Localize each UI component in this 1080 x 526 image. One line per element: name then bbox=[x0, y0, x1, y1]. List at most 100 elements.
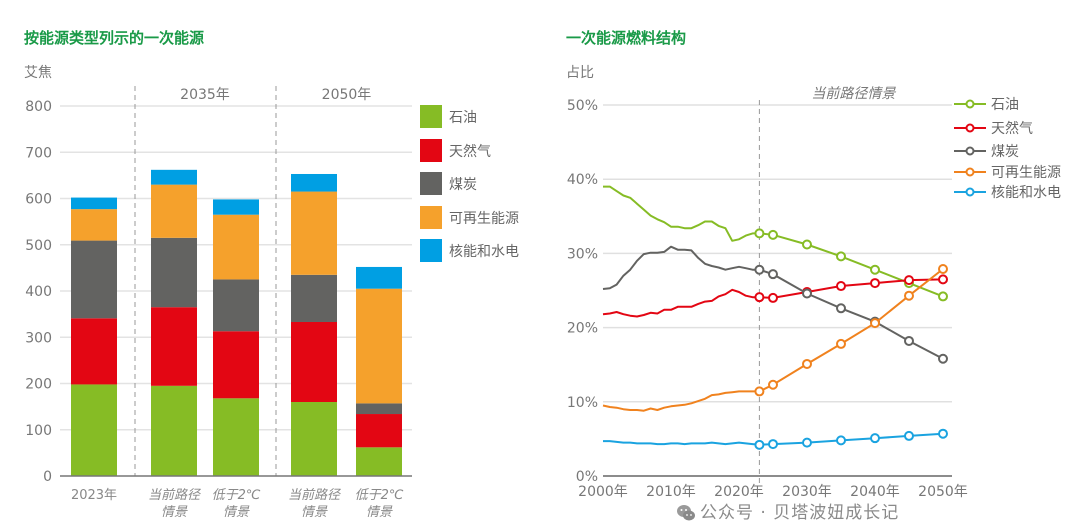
bar-segment bbox=[213, 199, 259, 215]
legend-label: 可再生能源 bbox=[991, 165, 1061, 181]
bar-segment bbox=[356, 403, 402, 415]
y-tick-label: 500 bbox=[25, 238, 52, 254]
data-point-marker bbox=[768, 269, 778, 280]
bar-segment bbox=[151, 237, 197, 308]
legend-label: 核能和水电 bbox=[991, 185, 1061, 201]
data-point-marker bbox=[870, 278, 880, 289]
bar-segment bbox=[71, 384, 117, 476]
x-tick-label: 2050年 bbox=[918, 484, 968, 500]
y-tick-label: 300 bbox=[25, 330, 52, 346]
group-label: 2035年 bbox=[180, 87, 230, 103]
bar-segment bbox=[356, 414, 402, 448]
data-point-marker bbox=[870, 264, 880, 275]
data-point-marker bbox=[836, 338, 846, 349]
bar-segment bbox=[291, 191, 337, 275]
data-point-marker bbox=[938, 353, 948, 364]
bar-segment bbox=[213, 331, 259, 399]
y-tick-label: 0 bbox=[43, 469, 52, 485]
bar-segment bbox=[151, 184, 197, 238]
y-tick-label: 800 bbox=[25, 99, 52, 115]
data-point-marker bbox=[802, 437, 812, 448]
y-tick-label: 10% bbox=[567, 395, 598, 411]
data-point-marker bbox=[870, 433, 880, 444]
data-point-marker bbox=[938, 428, 948, 439]
data-point-marker bbox=[904, 430, 914, 441]
data-point-marker bbox=[754, 228, 765, 239]
data-point-marker bbox=[754, 386, 765, 397]
line-chart-title: 一次能源燃料结构 bbox=[566, 29, 687, 47]
scenario-annotation: 当前路径情景 bbox=[811, 86, 896, 102]
bar-segment bbox=[213, 279, 259, 332]
data-point-marker bbox=[836, 251, 846, 262]
bar-chart-title: 按能源类型列示的一次能源 bbox=[24, 29, 205, 47]
data-point-marker bbox=[938, 263, 948, 274]
bar-segment bbox=[291, 402, 337, 476]
legend-label: 煤炭 bbox=[449, 177, 477, 193]
legend-marker bbox=[965, 123, 975, 133]
bar-segment bbox=[213, 398, 259, 476]
data-point-marker bbox=[754, 439, 765, 450]
legend-label: 天然气 bbox=[449, 143, 491, 160]
data-point-marker bbox=[768, 229, 778, 240]
y-tick-label: 30% bbox=[567, 246, 598, 262]
legend-marker bbox=[965, 187, 975, 197]
legend-swatch bbox=[420, 239, 442, 262]
legend-label: 可再生能源 bbox=[449, 211, 519, 227]
legend-marker bbox=[965, 99, 975, 109]
series-projection-line bbox=[759, 268, 944, 360]
y-tick-label: 600 bbox=[25, 192, 52, 208]
series-projection-line bbox=[759, 232, 944, 298]
series-history-line bbox=[603, 185, 760, 242]
bar-segment bbox=[151, 169, 197, 185]
category-label: 当前路径 bbox=[148, 488, 201, 503]
legend-marker bbox=[965, 167, 975, 177]
data-point-marker bbox=[836, 281, 846, 292]
series-projection-line bbox=[758, 268, 944, 393]
legend-swatch bbox=[420, 172, 442, 195]
legend-label: 天然气 bbox=[991, 120, 1033, 137]
series-history-line bbox=[603, 440, 760, 446]
data-point-marker bbox=[836, 303, 846, 314]
bar-segment bbox=[71, 240, 117, 319]
y-tick-label: 200 bbox=[25, 377, 52, 393]
bar-segment bbox=[356, 266, 402, 289]
y-tick-label: 100 bbox=[25, 423, 52, 439]
bar-segment bbox=[291, 321, 337, 402]
data-point-marker bbox=[768, 292, 778, 303]
data-point-marker bbox=[870, 318, 880, 329]
bar-segment bbox=[213, 214, 259, 280]
data-point-marker bbox=[802, 288, 812, 299]
y-tick-label: 400 bbox=[25, 284, 52, 300]
category-label: 情景 bbox=[366, 505, 393, 520]
category-label: 情景 bbox=[161, 505, 188, 520]
bar-segment bbox=[291, 274, 337, 322]
data-point-marker bbox=[904, 290, 914, 301]
x-tick-label: 2010年 bbox=[646, 484, 696, 500]
category-label: 2023年 bbox=[71, 488, 117, 503]
data-point-marker bbox=[938, 274, 948, 285]
legend-marker bbox=[965, 146, 975, 156]
series-history-line bbox=[602, 245, 760, 290]
series-history-line bbox=[602, 288, 760, 318]
bar-segment bbox=[71, 209, 117, 241]
bar-segment bbox=[71, 197, 117, 210]
y-tick-label: 0% bbox=[576, 469, 598, 485]
bar-segment bbox=[71, 318, 117, 385]
bar-segment bbox=[291, 173, 337, 192]
y-tick-label: 20% bbox=[567, 321, 598, 337]
data-point-marker bbox=[754, 264, 765, 275]
y-tick-label: 50% bbox=[567, 98, 598, 114]
x-tick-label: 2020年 bbox=[714, 484, 764, 500]
data-point-marker bbox=[768, 379, 778, 390]
group-label: 2050年 bbox=[322, 87, 372, 103]
data-point-marker bbox=[802, 358, 812, 369]
bar-segment bbox=[151, 307, 197, 386]
line-chart-y-unit: 占比 bbox=[566, 65, 594, 81]
data-point-marker bbox=[836, 435, 846, 446]
legend-swatch bbox=[420, 105, 442, 128]
data-point-marker bbox=[754, 292, 765, 303]
x-tick-label: 2000年 bbox=[578, 484, 628, 500]
bar-chart-y-unit: 艾焦 bbox=[24, 65, 52, 81]
data-point-marker bbox=[904, 335, 914, 346]
bar-segment bbox=[356, 447, 402, 476]
